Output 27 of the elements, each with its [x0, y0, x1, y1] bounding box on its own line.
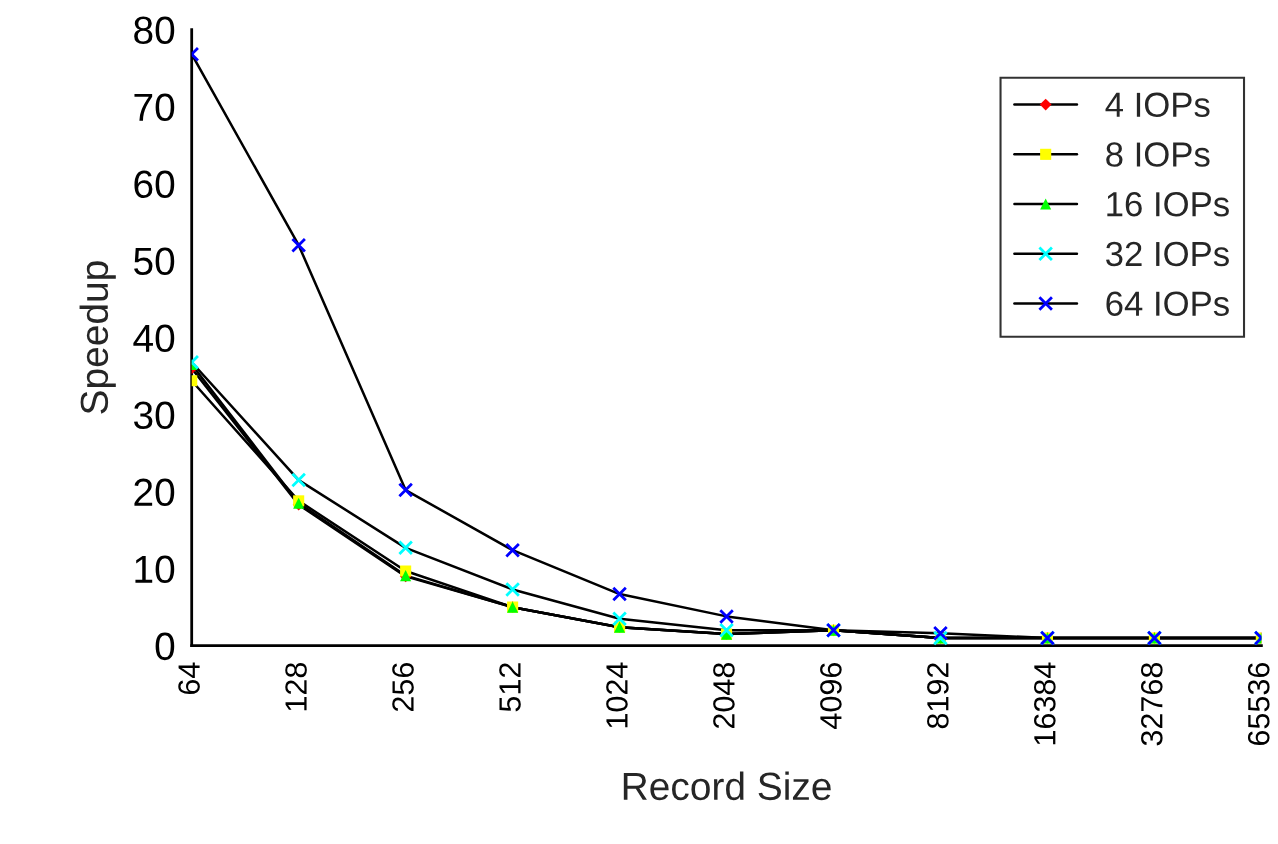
y-tick-label: 30	[133, 401, 175, 430]
x-tick-label: 65536	[1247, 662, 1270, 746]
legend-label: 8 IOPs	[1106, 142, 1210, 167]
legend-label: 64 IOPs	[1106, 291, 1229, 317]
x-tick-label: 2048	[713, 662, 735, 729]
y-tick-label: 80	[134, 16, 175, 45]
x-tick-label: 4096	[820, 662, 842, 729]
x-tick-label: 8192	[927, 663, 949, 729]
legend-label: 16 IOPs	[1107, 191, 1229, 217]
y-tick-label: 10	[135, 555, 175, 584]
x-tick-label: 128	[285, 662, 307, 711]
x-tick-label: 32768	[1140, 662, 1163, 746]
legend-label: 32 IOPs	[1106, 241, 1229, 267]
x-tick-label: 1024	[606, 662, 628, 728]
y-tick-label: 70	[134, 93, 175, 122]
y-tick-label: 20	[134, 478, 175, 507]
x-tick-label: 16384	[1034, 662, 1056, 745]
y-axis-title: Speedup	[79, 261, 116, 414]
legend-label: 4 IOPs	[1105, 92, 1210, 118]
x-tick-label: 256	[392, 662, 414, 712]
y-tick-label: 50	[134, 247, 175, 276]
x-tick-label: 64	[178, 662, 200, 695]
x-axis-title: Record Size	[623, 771, 831, 801]
y-tick-label: 40	[133, 324, 175, 353]
x-tick-label: 512	[499, 663, 521, 712]
y-tick-label: 0	[155, 632, 175, 661]
y-tick-label: 60	[134, 170, 175, 199]
